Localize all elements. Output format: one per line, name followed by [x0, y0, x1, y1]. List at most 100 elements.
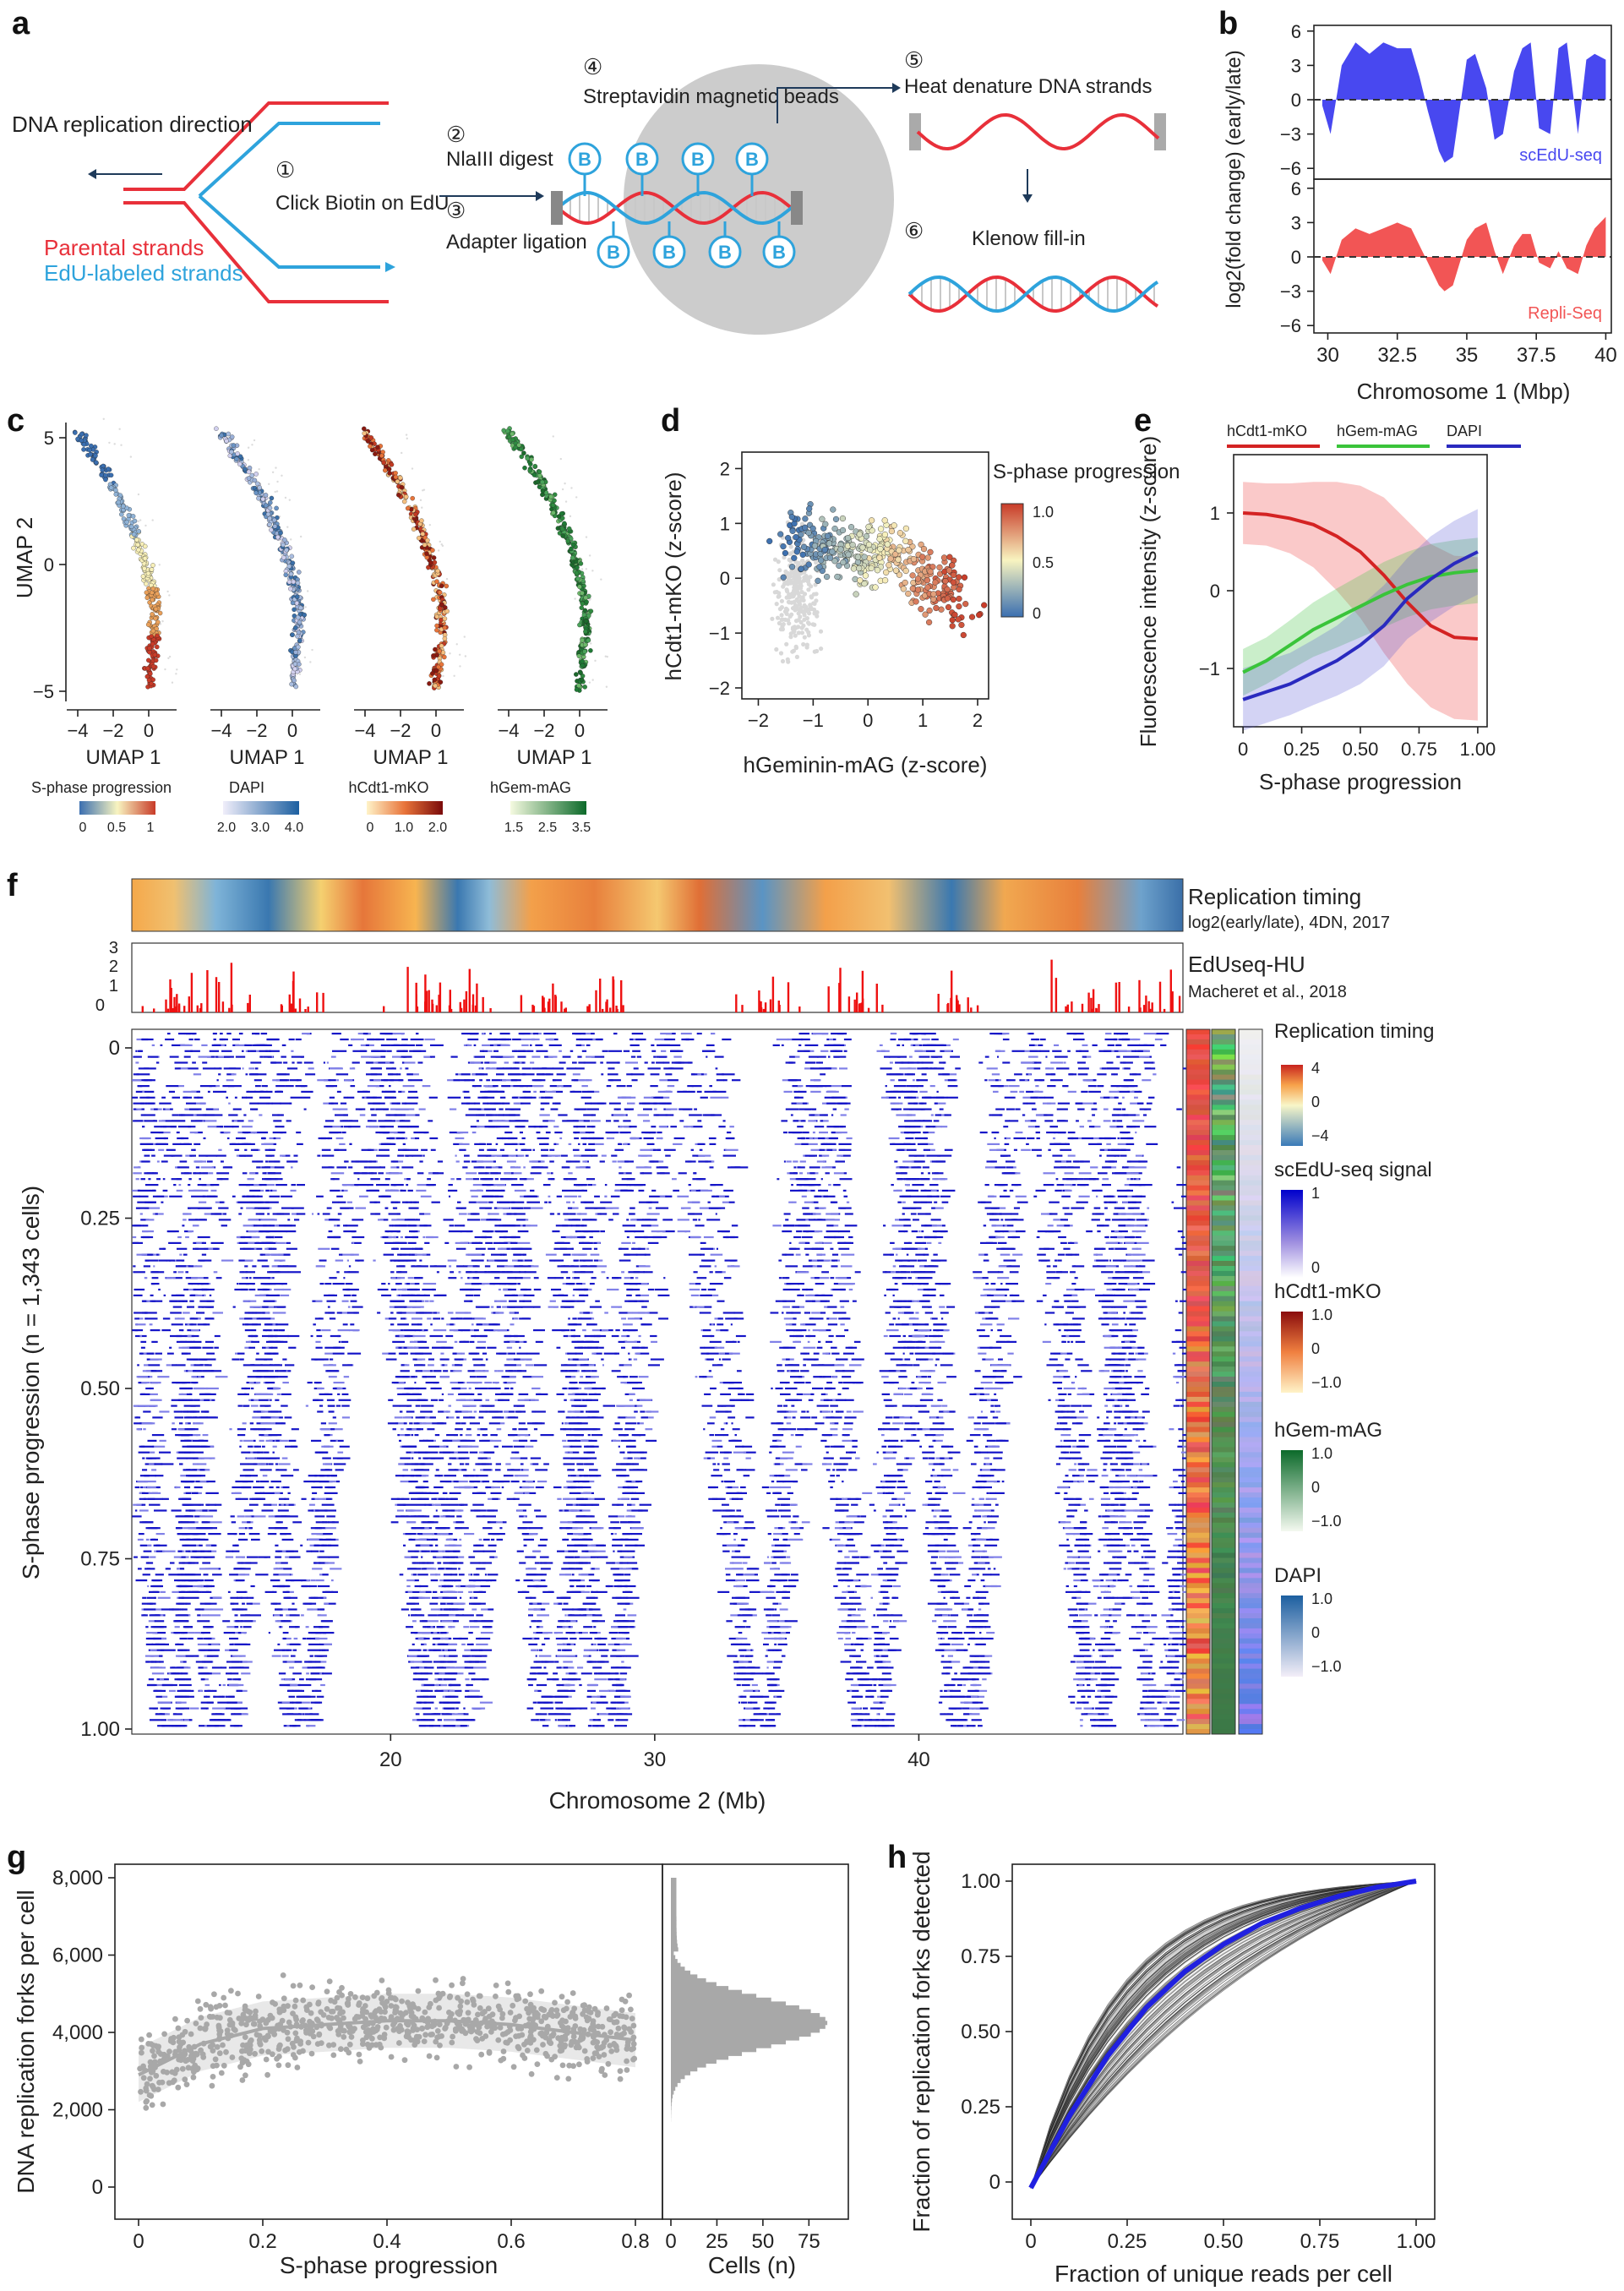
f-edu-mark [293, 1154, 298, 1157]
f-edu-mark [259, 1055, 264, 1058]
c-point [532, 463, 538, 469]
c-point [269, 495, 275, 501]
f-edu-mark [1138, 1055, 1150, 1058]
f-hu-peak [1098, 1004, 1100, 1012]
f-edu-mark [1116, 1108, 1121, 1110]
f-edu-mark [461, 1102, 470, 1105]
c-point [140, 574, 146, 579]
f-edu-mark [1080, 1184, 1089, 1186]
d-point [806, 505, 813, 512]
f-edu-mark [1106, 1143, 1111, 1145]
c-bg-point [276, 480, 279, 483]
f-edu-mark [140, 1085, 150, 1088]
f-edu-mark [588, 1137, 600, 1140]
c-bg-point [585, 568, 588, 570]
f-edu-mark [400, 1126, 411, 1128]
c-point [237, 454, 243, 459]
c-point [150, 590, 155, 596]
f-edu-mark [329, 1079, 336, 1082]
f-edu-mark [1091, 1108, 1098, 1110]
f-edu-mark [482, 1044, 490, 1046]
f-edu-mark [906, 1090, 915, 1093]
f-edu-mark [135, 1090, 143, 1093]
f-edu-mark [466, 1172, 477, 1175]
f-edu-mark [1054, 1166, 1067, 1169]
d-gray-point [798, 581, 804, 586]
d-gray-point [793, 646, 799, 651]
c-point [145, 666, 150, 671]
f-edu-mark [1109, 1090, 1120, 1093]
f-edu-mark [166, 1085, 179, 1088]
f-edu-mark [556, 1073, 566, 1076]
f-edu-mark [942, 1061, 946, 1064]
f-edu-mark [399, 1120, 405, 1122]
f-edu-mark [647, 1067, 661, 1070]
c-point [296, 630, 302, 635]
f-edu-mark [1055, 1055, 1068, 1058]
f-hu-peak [542, 995, 544, 1012]
f-hu-peak [1114, 982, 1118, 1012]
d-point [780, 574, 787, 581]
f-edu-mark [401, 1166, 414, 1169]
f-edu-mark [1115, 1044, 1120, 1046]
c-point [579, 677, 585, 683]
f-edu-mark [708, 1137, 717, 1140]
f-edu-mark [670, 1126, 677, 1128]
biotin-letter: B [662, 242, 676, 263]
f-edu-mark [180, 1044, 190, 1046]
f-edu-mark [650, 1085, 658, 1088]
f-edu-mark [1036, 1154, 1042, 1157]
f-hu-peak [1149, 1008, 1152, 1012]
f-edu-mark [727, 1132, 732, 1134]
filled-dna-helix [907, 275, 1159, 314]
f-edu-mark [330, 1102, 339, 1105]
c-cbar-tick: 1.5 [504, 821, 523, 835]
d-gray-point [810, 622, 815, 627]
c-point [286, 564, 292, 569]
f-edu-mark [1143, 1044, 1155, 1046]
d-point [800, 543, 808, 550]
f-edu-mark [1122, 1108, 1126, 1110]
f-edu-mark [473, 1178, 479, 1181]
f-edu-mark [220, 1033, 223, 1035]
f-edu-mark [1126, 1038, 1131, 1041]
d-point [788, 564, 796, 570]
e-xtick-label: 0 [1238, 739, 1248, 760]
c-bg-point [164, 668, 166, 671]
f-edu-mark [456, 1132, 469, 1134]
f-edu-mark [329, 1132, 332, 1134]
e-legend-gem: hGem-mAG [1337, 423, 1418, 439]
c-point [275, 534, 281, 540]
f-edu-mark [996, 1148, 1005, 1151]
f-edu-mark [350, 1085, 356, 1088]
c-bg-point [574, 597, 576, 600]
c-bg-point [166, 590, 169, 593]
f-edu-mark [1066, 1160, 1072, 1163]
e-legend-cdt1: hCdt1-mKO [1227, 423, 1307, 439]
panel-f: f Replication timing log2(early/late), 4… [7, 868, 1434, 1814]
f-edu-mark [470, 1033, 477, 1035]
e-xlabel: S-phase progression [1259, 769, 1462, 794]
f-edu-mark [995, 1166, 1006, 1169]
c-point [504, 428, 510, 434]
d-point [819, 515, 826, 522]
f-edu-mark [349, 1120, 358, 1122]
d-gray-point [784, 641, 789, 646]
f-edu-mark [1146, 1102, 1153, 1105]
f-edu-mark [600, 1061, 603, 1064]
c-bg-point [251, 444, 253, 446]
f-edu-mark [833, 1184, 841, 1186]
c-bg-point [118, 428, 121, 430]
d-xtick-label: 0 [863, 710, 873, 731]
f-edu-mark [536, 1166, 548, 1169]
f-hu-tick-3: 0 [95, 996, 105, 1015]
f-edu-mark [268, 1160, 281, 1163]
d-point [793, 533, 799, 541]
f-edu-mark [491, 1079, 501, 1082]
f-edu-mark [1015, 1108, 1021, 1110]
f-edu-mark [1030, 1096, 1034, 1099]
f-edu-mark [461, 1033, 468, 1035]
f-edu-mark [697, 1143, 706, 1145]
f-edu-mark [205, 1154, 218, 1157]
f-edu-mark [670, 1067, 684, 1070]
